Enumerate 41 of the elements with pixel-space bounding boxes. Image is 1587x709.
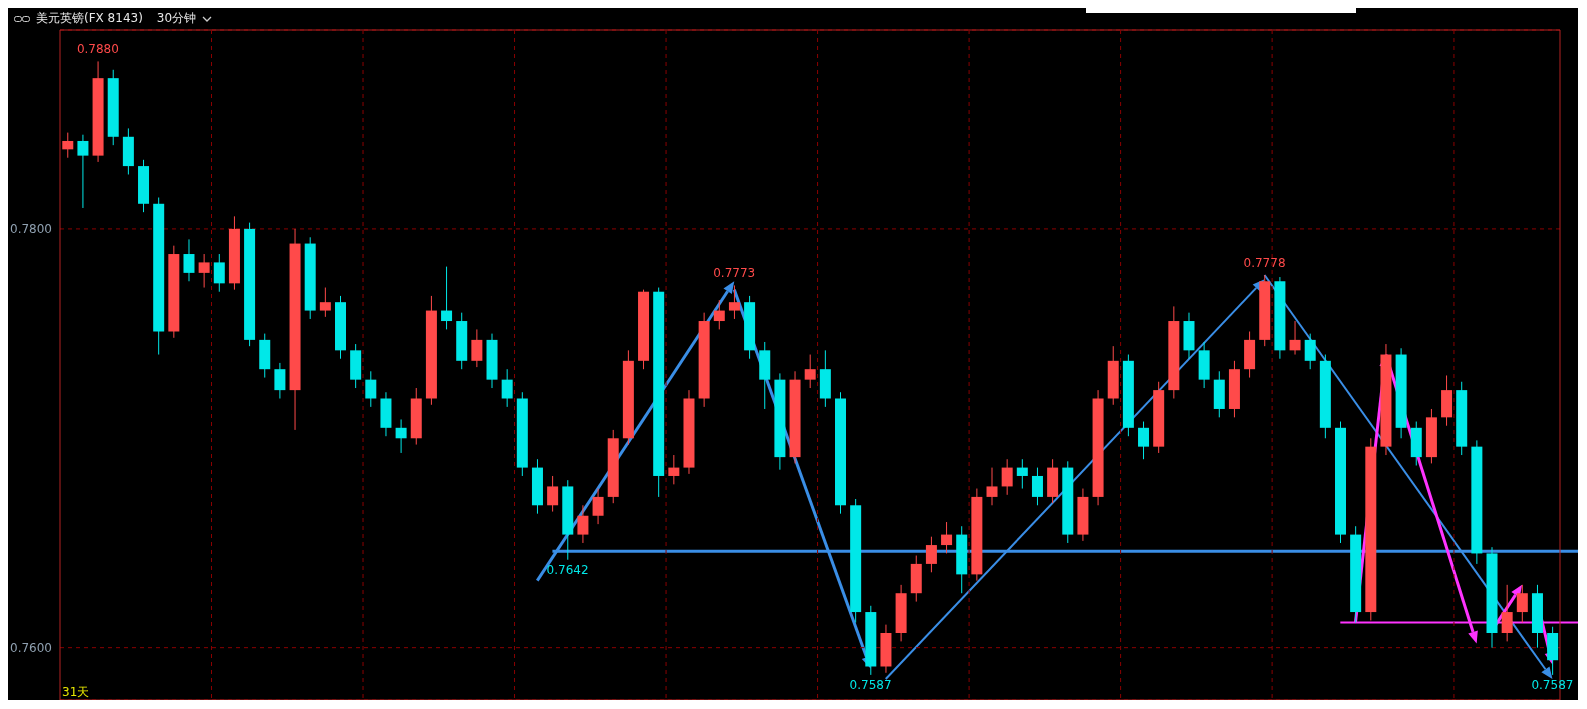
candlestick [1289,320,1301,356]
candlestick [986,467,998,506]
annotation: 0.7587 [1531,677,1574,692]
chart-subtitle: 30分钟 [156,10,197,27]
candlestick [62,132,74,159]
candlestick [501,368,513,408]
candlestick [592,488,604,525]
candlestick [1138,421,1150,460]
annotation: 0.7778 [1243,255,1286,270]
annotation: 31天 [62,685,90,699]
candlestick [395,418,407,454]
candlestick [941,521,953,554]
annotation: 0.7587 [849,677,892,692]
candlestick [471,328,483,368]
candlestick [577,504,589,544]
candlestick [1016,458,1028,490]
candlestick [713,299,725,330]
candlestick [365,370,377,408]
annotation: 0.7642 [546,562,589,577]
candlestick [728,284,740,320]
candlestick [668,454,680,485]
candlestick [547,475,559,513]
y-tick-label: 0.7600 [10,640,52,655]
candlestick [319,287,331,318]
annotation: 0.7773 [713,266,756,281]
candlestick [1001,458,1013,496]
candlestick [1031,467,1043,506]
candlestick [925,536,937,573]
candlestick [441,266,453,330]
candlestick [198,253,210,289]
annotation: 0.7880 [76,42,119,57]
candlestick [274,362,286,399]
candlestick [213,253,225,293]
candlestick [77,134,89,209]
candlestick [1501,584,1513,642]
candlestick [1304,333,1316,370]
candlestick [1516,584,1528,624]
chart-title: 美元英镑(FX 8143) [36,10,143,27]
candlestick [804,354,816,389]
candlestick [183,238,195,282]
y-tick-label: 0.7800 [10,222,52,237]
